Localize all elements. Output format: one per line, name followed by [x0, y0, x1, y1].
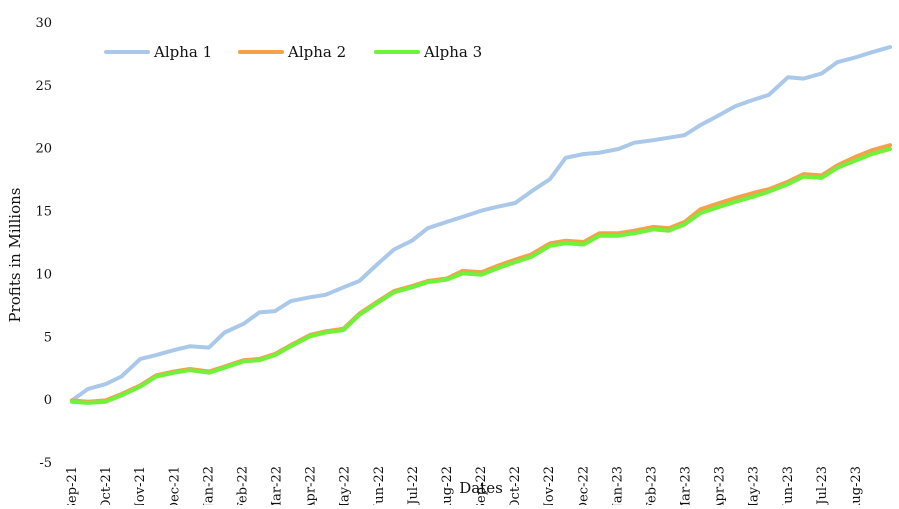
x-tick-label: Aug-23: [849, 466, 864, 505]
series-line-1: [70, 45, 892, 403]
x-tick-label: Jun-22: [372, 466, 387, 505]
y-tick-label: 20: [35, 142, 52, 157]
y-tick-label: 15: [35, 205, 52, 220]
x-tick-label: Mar-23: [679, 466, 694, 505]
y-tick-label: 10: [35, 267, 52, 282]
x-tick-label: May-22: [338, 466, 353, 505]
x-tick-label: Jul-23: [815, 466, 830, 505]
series-layer: [70, 45, 892, 405]
x-tick-label: Apr-22: [304, 466, 319, 505]
x-tick-label: Jul-22: [406, 466, 421, 505]
x-tick-label: Jan-22: [201, 466, 216, 505]
x-tick-label: Sep-22: [474, 466, 489, 505]
legend: Alpha 1 Alpha 2 Alpha 3: [104, 43, 482, 61]
legend-label: Alpha 2: [287, 43, 346, 61]
x-axis-title: Dates: [459, 479, 503, 497]
y-tick-label: 0: [44, 393, 52, 408]
x-axis: Sep-21 Oct-21 Nov-21 Dec-21 Jan-22 Feb-22 Mar-…: [65, 466, 864, 509]
x-tick-label: Feb-22: [235, 466, 250, 505]
x-tick-label: Oct-22: [508, 466, 523, 505]
legend-label: Alpha 1: [153, 43, 212, 61]
x-tick-label: Aug-22: [440, 466, 455, 505]
x-tick-label: Mar-22: [270, 466, 285, 505]
x-tick-label: Jan-23: [610, 466, 625, 505]
x-tick-label: Feb-23: [644, 466, 659, 505]
x-tick-label: Sep-21: [65, 466, 80, 505]
y-tick-label: 5: [44, 330, 52, 345]
y-axis: -5 0 5 10 15 20 25 30: [35, 16, 52, 471]
series-line-3: [70, 147, 892, 405]
x-tick-label: Nov-21: [133, 466, 148, 505]
x-tick-label: Nov-22: [542, 466, 557, 505]
x-tick-label: Dec-21: [167, 466, 182, 505]
x-tick-label: Oct-21: [99, 466, 114, 505]
x-tick-label: Jun-23: [781, 466, 796, 505]
y-axis-title: Profits in Millions: [6, 188, 24, 323]
y-tick-label: 30: [35, 16, 52, 31]
y-tick-label: -5: [39, 456, 52, 471]
x-tick-label: May-23: [747, 466, 762, 505]
x-tick-label: Apr-23: [713, 466, 728, 505]
legend-label: Alpha 3: [423, 43, 482, 61]
y-tick-label: 25: [35, 79, 52, 94]
x-tick-label: Dec-22: [576, 466, 591, 505]
